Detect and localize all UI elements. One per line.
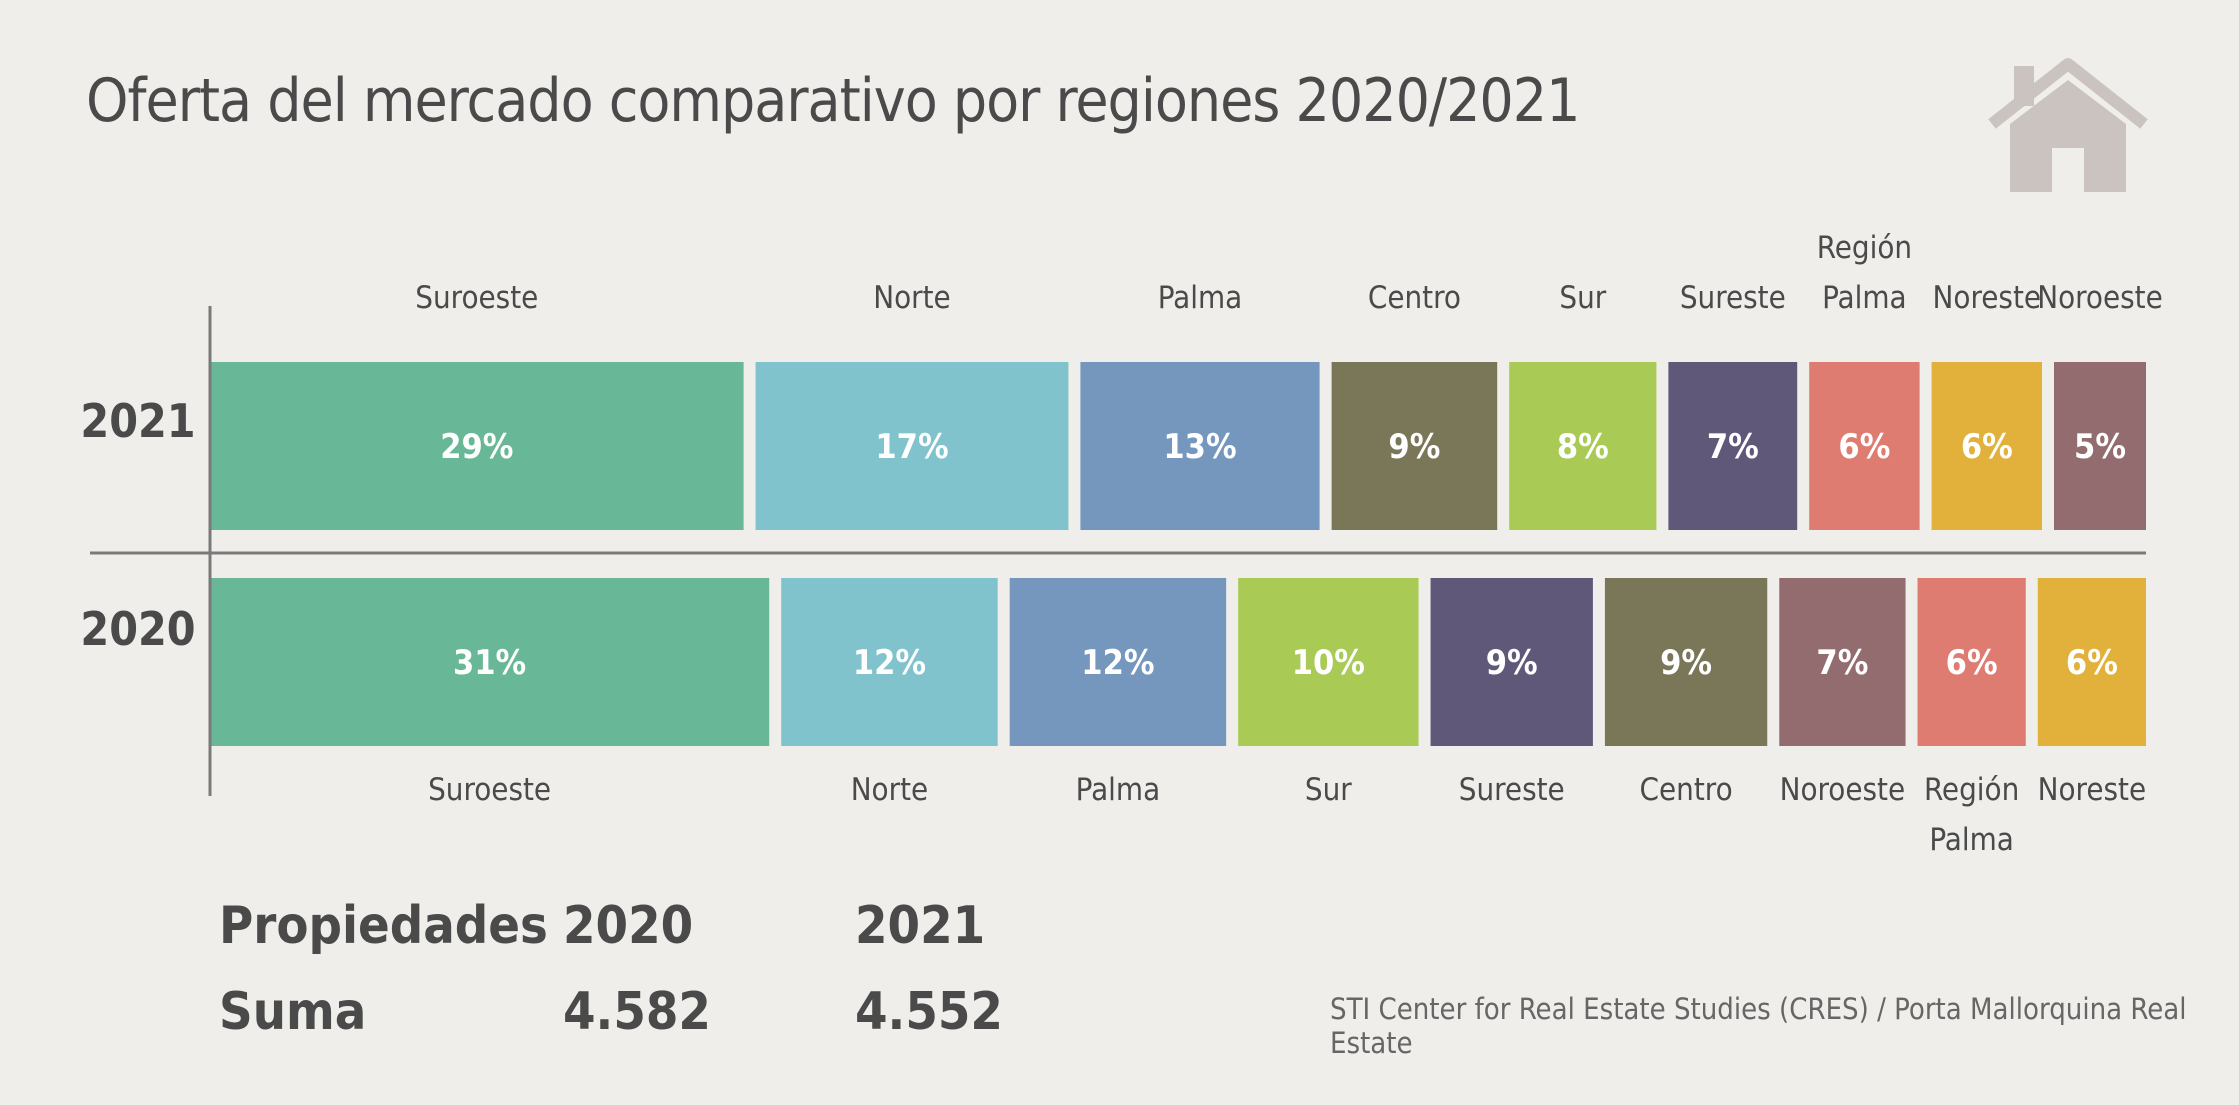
value-label-2021-norte: 17% [875,427,948,467]
region-label-2020-region-palma: Región Palma [1924,772,2019,858]
region-label-2021-sureste: Sureste [1680,280,1786,316]
region-label-2020-centro: Centro [1640,772,1733,808]
table-value-2021: 4.552 [855,982,1003,1042]
value-label-2020-centro: 9% [1660,643,1712,683]
value-label-2021-noroeste: 5% [2074,427,2126,467]
bar-segment-2020-sureste [1430,578,1593,746]
bar-segment-2020-palma [1009,578,1227,746]
bar-segment-2021-centro [1331,362,1498,530]
region-label-2020-noreste: Noreste [2038,772,2147,808]
bar-segment-2020-region-palma [1917,578,2026,746]
bar-segment-2020-sur [1238,578,1419,746]
bar-segment-2021-sur [1509,362,1657,530]
value-label-2021-suroeste: 29% [440,427,513,467]
bar-segment-2021-norte [755,362,1069,530]
source-note: STI Center for Real Estate Studies (CRES… [1330,992,2187,1060]
table-header-2021: 2021 [855,896,986,956]
region-label-2021-noroeste: Noroeste [2037,280,2163,316]
value-label-2020-region-palma: 6% [1946,643,1998,683]
year-label-2021: 2021 [80,394,195,448]
region-label-2021-suroeste: Suroeste [415,280,538,316]
bar-segment-2021-region-palma [1809,362,1920,530]
region-label-2020-noroeste: Noroeste [1780,772,1906,808]
region-label-2021-centro: Centro [1368,280,1461,316]
region-label-2020-palma: Palma [1076,772,1161,808]
table-value-2020: 4.582 [563,982,711,1042]
value-label-2020-suroeste: 31% [453,643,526,683]
value-label-2021-sur: 8% [1557,427,1609,467]
region-label-2020-sur: Sur [1305,772,1352,808]
region-label-2020-suroeste: Suroeste [428,772,551,808]
bar-segment-2021-noroeste [2054,362,2146,530]
region-label-2021-norte: Norte [873,280,950,316]
bar-segment-2021-noreste [1931,362,2042,530]
bar-segment-2021-sureste [1668,362,1798,530]
value-label-2021-noreste: 6% [1961,427,2013,467]
value-label-2020-noroeste: 7% [1816,643,1868,683]
value-label-2020-noreste: 6% [2066,643,2118,683]
value-label-2020-norte: 12% [853,643,926,683]
bar-segment-2020-noroeste [1779,578,1906,746]
table-row-label-sum: Suma [219,982,367,1042]
bar-segment-2021-suroeste [210,362,744,530]
bar-segment-2021-palma [1080,362,1320,530]
bar-segment-2020-norte [781,578,998,746]
table-header-properties: Propiedades [219,896,548,956]
region-label-2021-region-palma: Región Palma [1817,230,1912,316]
region-label-2021-palma: Palma [1158,280,1243,316]
year-label-2020: 2020 [80,602,195,656]
region-label-2020-norte: Norte [851,772,928,808]
value-label-2021-region-palma: 6% [1838,427,1890,467]
house-icon [1988,58,2148,192]
region-label-2020-sureste: Sureste [1459,772,1565,808]
region-label-2021-noreste: Noreste [1933,280,2042,316]
value-label-2021-centro: 9% [1388,427,1440,467]
value-label-2021-sureste: 7% [1707,427,1759,467]
region-label-2021-sur: Sur [1559,280,1606,316]
bar-segment-2020-suroeste [210,578,770,746]
bar-segment-2020-centro [1604,578,1768,746]
value-label-2020-palma: 12% [1081,643,1154,683]
chart-title: Oferta del mercado comparativo por regio… [86,66,1580,136]
value-label-2020-sureste: 9% [1486,643,1538,683]
bar-segment-2020-noreste [2037,578,2146,746]
value-label-2020-sur: 10% [1292,643,1365,683]
table-header-2020: 2020 [563,896,694,956]
value-label-2021-palma: 13% [1163,427,1236,467]
